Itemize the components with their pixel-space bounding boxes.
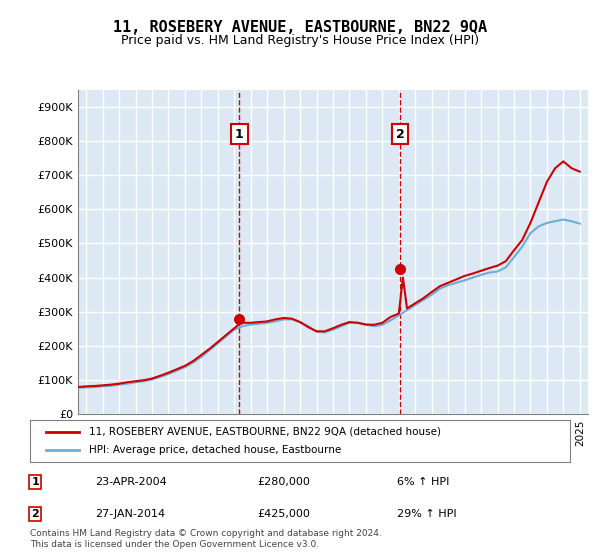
Text: Contains HM Land Registry data © Crown copyright and database right 2024.
This d: Contains HM Land Registry data © Crown c…	[30, 529, 382, 549]
Text: Price paid vs. HM Land Registry's House Price Index (HPI): Price paid vs. HM Land Registry's House …	[121, 34, 479, 46]
Text: £280,000: £280,000	[257, 477, 310, 487]
Text: 29% ↑ HPI: 29% ↑ HPI	[397, 509, 457, 519]
Text: 2: 2	[396, 128, 404, 141]
Text: 1: 1	[32, 477, 39, 487]
Text: 2: 2	[32, 509, 39, 519]
Text: 11, ROSEBERY AVENUE, EASTBOURNE, BN22 9QA: 11, ROSEBERY AVENUE, EASTBOURNE, BN22 9Q…	[113, 20, 487, 35]
Text: 1: 1	[235, 128, 244, 141]
Text: 23-APR-2004: 23-APR-2004	[95, 477, 167, 487]
Text: HPI: Average price, detached house, Eastbourne: HPI: Average price, detached house, East…	[89, 445, 341, 455]
Text: 11, ROSEBERY AVENUE, EASTBOURNE, BN22 9QA (detached house): 11, ROSEBERY AVENUE, EASTBOURNE, BN22 9Q…	[89, 427, 442, 437]
Text: £425,000: £425,000	[257, 509, 310, 519]
Text: 6% ↑ HPI: 6% ↑ HPI	[397, 477, 449, 487]
Text: 27-JAN-2014: 27-JAN-2014	[95, 509, 165, 519]
